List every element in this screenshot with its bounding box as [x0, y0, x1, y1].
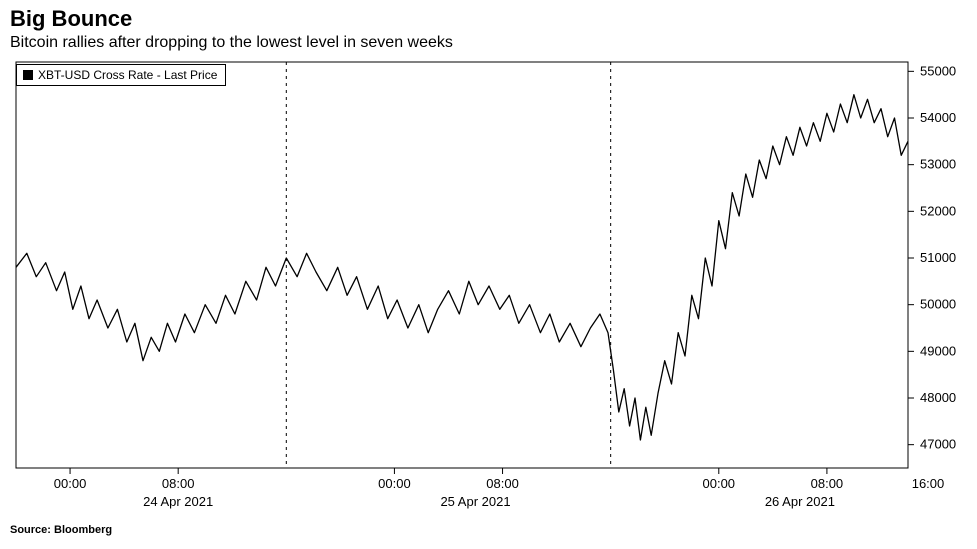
chart-subtitle: Bitcoin rallies after dropping to the lo…: [0, 34, 977, 58]
svg-text:48000: 48000: [920, 390, 956, 405]
svg-text:08:00: 08:00: [486, 476, 519, 491]
price-chart: 47000 48000 49000 50000 51000 52000 53000 54000…: [10, 58, 967, 518]
svg-text:08:00: 08:00: [811, 476, 844, 491]
legend-swatch: [23, 70, 33, 80]
svg-text:53000: 53000: [920, 157, 956, 172]
svg-text:51000: 51000: [920, 250, 956, 265]
chart-title: Big Bounce: [0, 0, 977, 34]
svg-text:49000: 49000: [920, 343, 956, 358]
svg-text:55000: 55000: [920, 63, 956, 78]
svg-text:24 Apr 2021: 24 Apr 2021: [143, 494, 213, 509]
legend-label: XBT-USD Cross Rate - Last Price: [38, 68, 217, 82]
svg-text:26 Apr 2021: 26 Apr 2021: [765, 494, 835, 509]
svg-text:25 Apr 2021: 25 Apr 2021: [440, 494, 510, 509]
svg-text:47000: 47000: [920, 437, 956, 452]
svg-text:08:00: 08:00: [162, 476, 195, 491]
chart-source: Source: Bloomberg: [0, 518, 977, 536]
chart-legend: XBT-USD Cross Rate - Last Price: [16, 64, 226, 86]
chart-container: XBT-USD Cross Rate - Last Price 47000 480…: [10, 58, 967, 518]
svg-text:00:00: 00:00: [54, 476, 87, 491]
svg-text:54000: 54000: [920, 110, 956, 125]
svg-text:52000: 52000: [920, 203, 956, 218]
svg-text:00:00: 00:00: [703, 476, 736, 491]
svg-text:00:00: 00:00: [378, 476, 411, 491]
svg-text:50000: 50000: [920, 297, 956, 312]
svg-text:16:00: 16:00: [912, 476, 945, 491]
